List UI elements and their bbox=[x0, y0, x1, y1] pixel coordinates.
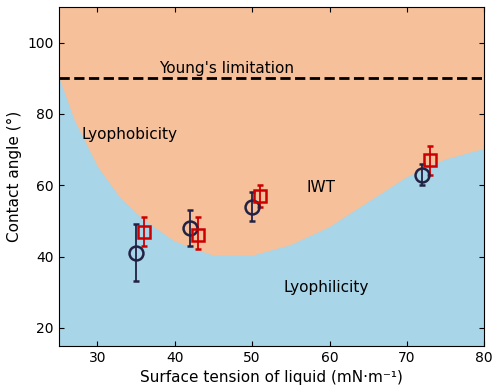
X-axis label: Surface tension of liquid (mN·m⁻¹): Surface tension of liquid (mN·m⁻¹) bbox=[140, 370, 403, 385]
Text: Young's limitation: Young's limitation bbox=[160, 61, 294, 76]
Polygon shape bbox=[59, 78, 484, 346]
Text: Lyophilicity: Lyophilicity bbox=[283, 280, 368, 295]
Text: Lyophobicity: Lyophobicity bbox=[82, 127, 178, 142]
Y-axis label: Contact angle (°): Contact angle (°) bbox=[7, 111, 22, 242]
Text: IWT: IWT bbox=[306, 180, 336, 195]
